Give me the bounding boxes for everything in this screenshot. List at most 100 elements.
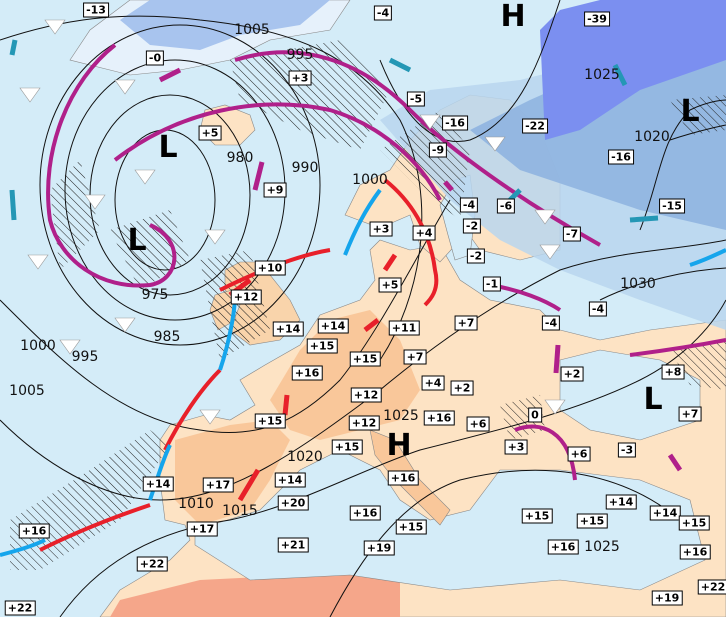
low-pressure-center: L bbox=[643, 382, 663, 417]
temperature-label: -0 bbox=[145, 50, 165, 66]
isobar-pressure-label: 980 bbox=[226, 150, 254, 166]
temperature-label: +12 bbox=[350, 387, 382, 403]
isobar-pressure-label: 1025 bbox=[383, 408, 419, 424]
temperature-label: +22 bbox=[136, 556, 168, 572]
temperature-label: +4 bbox=[421, 375, 445, 391]
temperature-label: +3 bbox=[288, 70, 312, 86]
temperature-label: -4 bbox=[459, 197, 479, 213]
greenland-ice bbox=[120, 0, 330, 50]
africa-hot bbox=[110, 570, 400, 617]
temperature-label: +16 bbox=[679, 544, 711, 560]
isobar-pressure-label: 1005 bbox=[9, 383, 45, 399]
isobar-pressure-label: 1000 bbox=[20, 338, 56, 354]
isobar-pressure-label: 1005 bbox=[234, 22, 270, 38]
temperature-label: -9 bbox=[428, 142, 448, 158]
temperature-label: +16 bbox=[291, 365, 323, 381]
temperature-label: +15 bbox=[254, 413, 286, 429]
temperature-label: -7 bbox=[562, 226, 582, 242]
isobar-pressure-label: 1015 bbox=[222, 503, 258, 519]
isobar-pressure-label: 1025 bbox=[584, 539, 620, 555]
temperature-label: +16 bbox=[547, 539, 579, 555]
temperature-label: -2 bbox=[466, 248, 486, 264]
low-pressure-center: L bbox=[680, 94, 700, 129]
temperature-label: +21 bbox=[277, 537, 309, 553]
isobar-pressure-label: 995 bbox=[71, 349, 99, 365]
isobar-pressure-label: 1010 bbox=[178, 496, 214, 512]
low-pressure-center: L bbox=[158, 130, 178, 165]
temperature-label: +15 bbox=[521, 508, 553, 524]
temperature-label: +20 bbox=[277, 495, 309, 511]
isobar-pressure-label: 985 bbox=[153, 329, 181, 345]
temperature-label: +2 bbox=[450, 380, 474, 396]
temperature-label: +15 bbox=[678, 515, 710, 531]
temperature-label: +16 bbox=[349, 505, 381, 521]
high-pressure-center: H bbox=[386, 428, 412, 463]
temperature-label: +9 bbox=[263, 182, 287, 198]
occluded-fronts bbox=[46, 43, 726, 481]
temperature-label: +19 bbox=[363, 540, 395, 556]
temperature-label: +10 bbox=[254, 260, 286, 276]
temperature-label: +8 bbox=[661, 364, 685, 380]
temperature-label: -6 bbox=[496, 198, 516, 214]
temperature-label: +4 bbox=[412, 225, 436, 241]
temperature-label: -4 bbox=[373, 5, 393, 21]
temperature-label: +5 bbox=[198, 125, 222, 141]
temperature-label: +15 bbox=[349, 351, 381, 367]
temperature-label: +6 bbox=[567, 446, 591, 462]
temperature-label: +11 bbox=[388, 320, 420, 336]
temperature-label: +7 bbox=[678, 406, 702, 422]
temperature-label: -16 bbox=[608, 149, 634, 165]
temperature-label: +14 bbox=[649, 505, 681, 521]
isobar-pressure-label: 975 bbox=[141, 287, 169, 303]
isobar-pressure-label: 1030 bbox=[620, 276, 656, 292]
temperature-label: -39 bbox=[584, 11, 610, 27]
temperature-label: +22 bbox=[697, 579, 726, 595]
temperature-label: +14 bbox=[272, 321, 304, 337]
iberia-warm bbox=[175, 420, 290, 525]
cold-fronts bbox=[0, 188, 726, 557]
high-pressure-center: H bbox=[500, 0, 526, 34]
temperature-label: +7 bbox=[403, 349, 427, 365]
temperature-label: -22 bbox=[522, 118, 548, 134]
temperature-label: +22 bbox=[4, 600, 36, 616]
temperature-label: -1 bbox=[482, 276, 502, 292]
temperature-label: -4 bbox=[541, 315, 561, 331]
isobar-pressure-label: 1000 bbox=[352, 172, 388, 188]
temperature-label: +16 bbox=[18, 523, 50, 539]
temperature-label: +15 bbox=[576, 513, 608, 529]
temperature-label: +14 bbox=[274, 472, 306, 488]
isobar-pressure-label: 990 bbox=[291, 160, 319, 176]
temperature-label: -5 bbox=[406, 91, 426, 107]
wind-arrows bbox=[9, 39, 683, 502]
temperature-label: +15 bbox=[395, 519, 427, 535]
temperature-label: -2 bbox=[462, 218, 482, 234]
temperature-label: +17 bbox=[202, 477, 234, 493]
temperature-label: +6 bbox=[466, 416, 490, 432]
temperature-label: +17 bbox=[186, 521, 218, 537]
temperature-label: +7 bbox=[454, 315, 478, 331]
temperature-label: +14 bbox=[605, 494, 637, 510]
temperature-label: -15 bbox=[659, 198, 685, 214]
temperature-label: 0 bbox=[528, 407, 542, 423]
temperature-label: +16 bbox=[423, 410, 455, 426]
temperature-label: -16 bbox=[442, 115, 468, 131]
temperature-label: +14 bbox=[142, 476, 174, 492]
temperature-label: -13 bbox=[83, 2, 109, 18]
snow-symbols bbox=[19, 19, 566, 425]
low-pressure-center: L bbox=[127, 223, 147, 258]
temperature-label: +3 bbox=[504, 439, 528, 455]
temperature-label: +12 bbox=[230, 289, 262, 305]
isobar-pressure-label: 1025 bbox=[584, 67, 620, 83]
temperature-label: +5 bbox=[378, 277, 402, 293]
temperature-label: -4 bbox=[588, 301, 608, 317]
temperature-label: +3 bbox=[369, 221, 393, 237]
temperature-label: +19 bbox=[651, 590, 683, 606]
temperature-label: +12 bbox=[348, 415, 380, 431]
temperature-label: -3 bbox=[617, 442, 637, 458]
temperature-label: +15 bbox=[331, 439, 363, 455]
isobar-pressure-label: 1020 bbox=[634, 129, 670, 145]
isobar-pressure-label: 995 bbox=[286, 47, 314, 63]
temperature-label: +14 bbox=[317, 318, 349, 334]
